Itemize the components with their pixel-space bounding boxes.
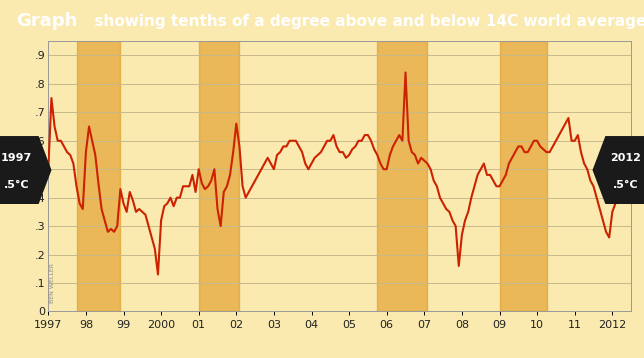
Text: .5°C: .5°C (613, 180, 639, 190)
Text: .5°C: .5°C (4, 180, 29, 190)
Polygon shape (592, 136, 644, 204)
Text: showing tenths of a degree above and below 14C world average: showing tenths of a degree above and bel… (84, 14, 644, 29)
Text: 1997: 1997 (1, 153, 32, 163)
Polygon shape (0, 136, 52, 204)
Bar (500, 41, 547, 311)
Bar (199, 41, 240, 311)
Text: BEN WELLER: BEN WELLER (50, 263, 55, 303)
Text: 2012: 2012 (611, 153, 641, 163)
Text: Graph: Graph (16, 13, 77, 30)
Bar (77, 41, 120, 311)
Bar (377, 41, 428, 311)
